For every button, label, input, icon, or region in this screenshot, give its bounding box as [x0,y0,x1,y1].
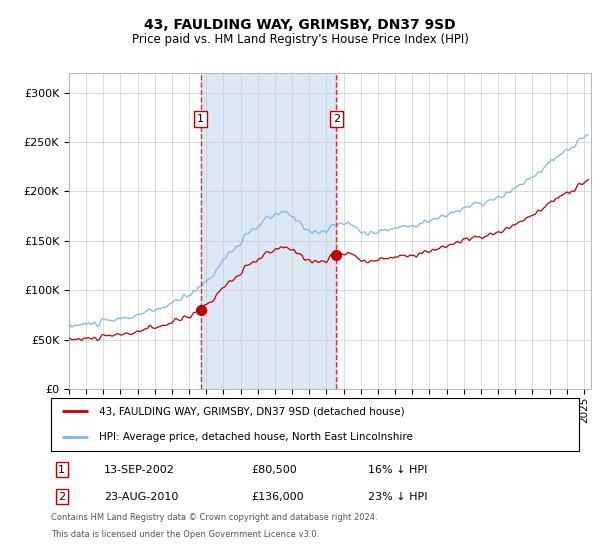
Text: 2: 2 [333,114,340,124]
Text: 16% ↓ HPI: 16% ↓ HPI [368,465,427,475]
Text: 43, FAULDING WAY, GRIMSBY, DN37 9SD (detached house): 43, FAULDING WAY, GRIMSBY, DN37 9SD (det… [98,407,404,417]
Text: Price paid vs. HM Land Registry's House Price Index (HPI): Price paid vs. HM Land Registry's House … [131,32,469,46]
Bar [200,73,337,389]
Text: £80,500: £80,500 [251,465,298,475]
Text: £136,000: £136,000 [251,492,304,502]
Text: 2: 2 [58,492,65,502]
Text: 1: 1 [197,114,204,124]
Text: HPI: Average price, detached house, North East Lincolnshire: HPI: Average price, detached house, Nort… [98,432,412,442]
Text: 43, FAULDING WAY, GRIMSBY, DN37 9SD: 43, FAULDING WAY, GRIMSBY, DN37 9SD [144,18,456,32]
Text: This data is licensed under the Open Government Licence v3.0.: This data is licensed under the Open Gov… [51,530,319,539]
Text: 23% ↓ HPI: 23% ↓ HPI [368,492,427,502]
Text: Contains HM Land Registry data © Crown copyright and database right 2024.: Contains HM Land Registry data © Crown c… [51,513,377,522]
Text: 23-AUG-2010: 23-AUG-2010 [104,492,178,502]
Text: 1: 1 [58,465,65,475]
Text: 13-SEP-2002: 13-SEP-2002 [104,465,175,475]
FancyBboxPatch shape [51,398,579,451]
